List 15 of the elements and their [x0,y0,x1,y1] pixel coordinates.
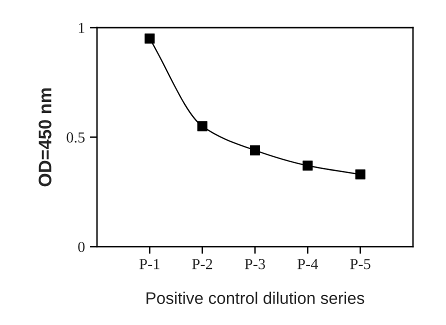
x-tick-label: P-2 [192,258,212,270]
x-tick-label: P-5 [350,259,370,270]
point [302,160,313,171]
y-tick-label: 1 [78,22,84,33]
point [250,145,260,156]
x-tick-label: P-3 [244,258,266,270]
y-axis-title: OD=450 nm [38,88,52,186]
y-tick-label: 0 [78,242,85,252]
x-tick-label: P-1 [140,258,160,270]
point [355,169,366,180]
y-tick-label: 0.5 [66,132,85,143]
x-axis-title: Positive control dilution series [146,292,364,304]
point [197,121,208,132]
x-tick-label: P-4 [297,259,318,270]
point [144,34,155,44]
